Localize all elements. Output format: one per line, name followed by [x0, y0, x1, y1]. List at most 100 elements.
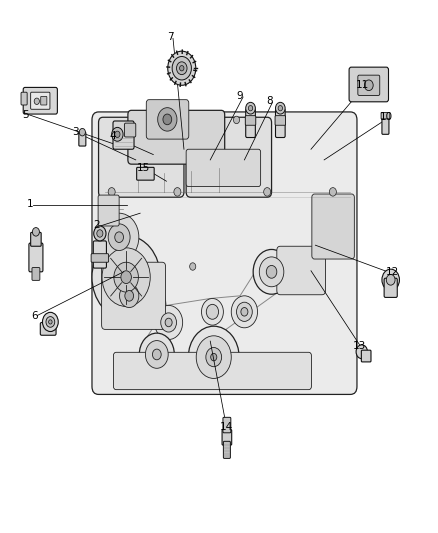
Text: 5: 5	[22, 110, 29, 119]
Circle shape	[237, 302, 252, 321]
Circle shape	[266, 265, 277, 278]
Circle shape	[32, 228, 39, 236]
Circle shape	[99, 213, 139, 261]
Circle shape	[364, 80, 373, 91]
FancyBboxPatch shape	[40, 322, 56, 335]
FancyBboxPatch shape	[384, 278, 397, 297]
Text: 13: 13	[353, 342, 366, 351]
Text: 7: 7	[166, 33, 173, 42]
Text: 3: 3	[72, 127, 79, 137]
Circle shape	[188, 326, 239, 388]
Circle shape	[161, 313, 177, 332]
FancyBboxPatch shape	[222, 430, 232, 445]
Circle shape	[201, 298, 223, 325]
FancyBboxPatch shape	[102, 262, 166, 329]
Circle shape	[253, 249, 290, 294]
Circle shape	[211, 353, 217, 361]
Circle shape	[34, 98, 39, 104]
Circle shape	[125, 290, 134, 301]
Circle shape	[121, 271, 131, 284]
Circle shape	[115, 232, 124, 243]
FancyBboxPatch shape	[31, 92, 50, 109]
Circle shape	[114, 262, 138, 292]
Circle shape	[276, 102, 285, 114]
FancyBboxPatch shape	[186, 117, 272, 197]
Circle shape	[108, 224, 130, 251]
Circle shape	[158, 108, 177, 131]
Text: 4: 4	[110, 131, 117, 141]
Circle shape	[97, 230, 103, 237]
FancyBboxPatch shape	[29, 243, 43, 272]
Circle shape	[356, 345, 367, 359]
FancyBboxPatch shape	[358, 75, 380, 95]
Circle shape	[108, 188, 115, 196]
Circle shape	[145, 341, 168, 368]
FancyBboxPatch shape	[361, 350, 371, 362]
Circle shape	[329, 188, 336, 196]
Circle shape	[246, 102, 255, 114]
Circle shape	[115, 131, 120, 138]
FancyBboxPatch shape	[32, 268, 40, 280]
FancyBboxPatch shape	[23, 87, 57, 114]
Text: 6: 6	[31, 311, 38, 320]
Circle shape	[49, 320, 52, 324]
FancyBboxPatch shape	[41, 96, 47, 105]
Text: 9: 9	[237, 91, 244, 101]
Circle shape	[233, 116, 240, 124]
FancyBboxPatch shape	[113, 121, 134, 149]
Circle shape	[278, 106, 283, 111]
Circle shape	[241, 308, 248, 316]
FancyBboxPatch shape	[91, 254, 109, 262]
Circle shape	[163, 114, 172, 125]
FancyBboxPatch shape	[186, 149, 261, 187]
FancyBboxPatch shape	[79, 132, 86, 146]
FancyBboxPatch shape	[223, 417, 231, 433]
Circle shape	[259, 257, 284, 287]
Text: 14: 14	[220, 423, 233, 432]
FancyBboxPatch shape	[382, 115, 389, 134]
FancyBboxPatch shape	[349, 67, 389, 102]
Circle shape	[190, 263, 196, 270]
Text: 10: 10	[380, 112, 393, 122]
Text: 2: 2	[93, 220, 100, 230]
Text: 11: 11	[356, 80, 369, 90]
Circle shape	[42, 312, 58, 332]
FancyBboxPatch shape	[92, 112, 357, 394]
Circle shape	[180, 66, 184, 71]
Circle shape	[172, 56, 191, 80]
Circle shape	[206, 348, 222, 367]
FancyBboxPatch shape	[93, 241, 106, 268]
Circle shape	[94, 226, 106, 241]
Circle shape	[386, 274, 395, 285]
Text: 8: 8	[266, 96, 273, 106]
FancyBboxPatch shape	[276, 109, 285, 138]
Text: 15: 15	[137, 163, 150, 173]
Circle shape	[177, 62, 187, 75]
FancyBboxPatch shape	[99, 117, 184, 197]
Circle shape	[174, 188, 181, 196]
FancyBboxPatch shape	[124, 123, 136, 137]
FancyBboxPatch shape	[246, 109, 255, 138]
Circle shape	[231, 296, 258, 328]
Circle shape	[112, 127, 123, 141]
Circle shape	[92, 236, 160, 319]
Text: 12: 12	[385, 267, 399, 277]
Circle shape	[264, 188, 271, 196]
Circle shape	[155, 305, 183, 340]
Circle shape	[102, 248, 150, 306]
FancyBboxPatch shape	[277, 246, 325, 295]
Circle shape	[196, 336, 231, 378]
FancyBboxPatch shape	[128, 110, 225, 164]
FancyBboxPatch shape	[275, 116, 286, 125]
FancyBboxPatch shape	[31, 232, 41, 246]
Circle shape	[46, 317, 55, 327]
Circle shape	[165, 318, 172, 327]
FancyBboxPatch shape	[146, 100, 189, 139]
Circle shape	[120, 284, 139, 308]
Circle shape	[382, 269, 399, 290]
Circle shape	[206, 304, 219, 319]
Circle shape	[79, 128, 85, 136]
FancyBboxPatch shape	[98, 195, 119, 226]
Circle shape	[139, 333, 174, 376]
FancyBboxPatch shape	[113, 352, 311, 390]
